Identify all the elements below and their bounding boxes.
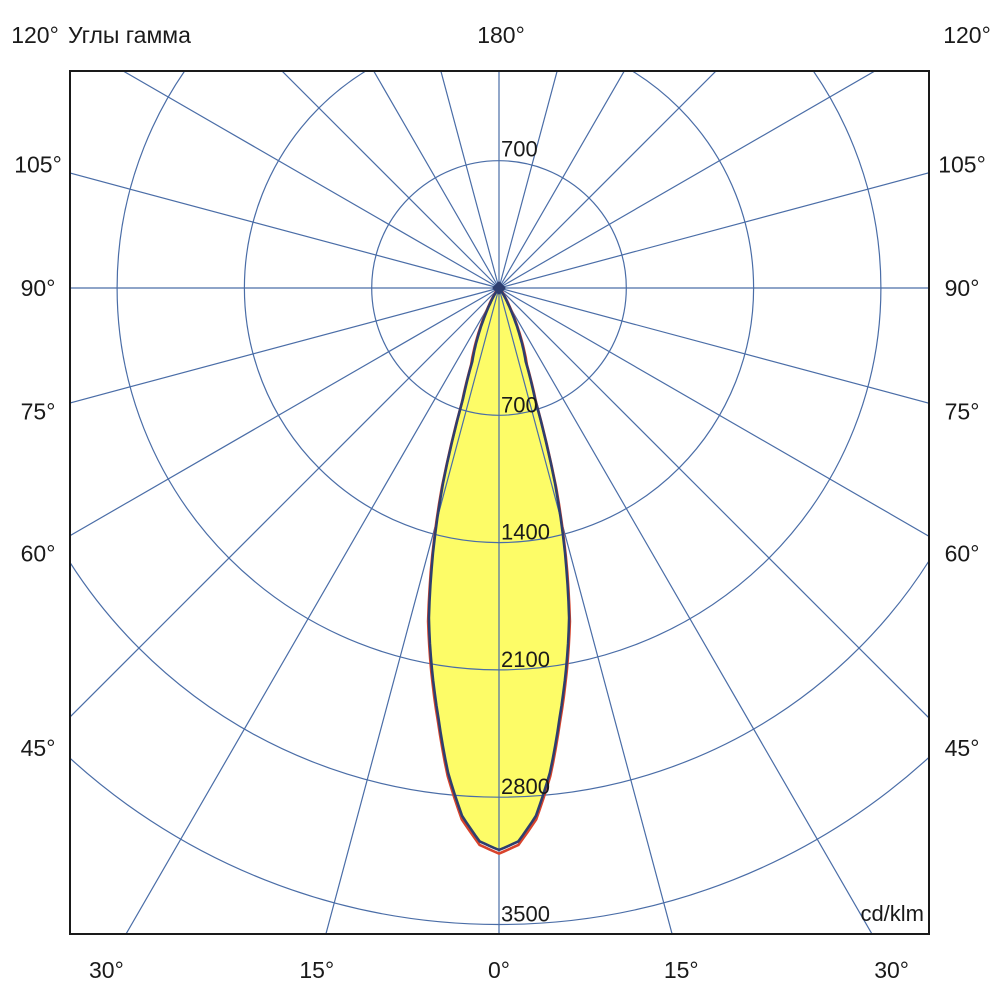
ring-value-label: 700 bbox=[501, 392, 538, 417]
ring-value-label: 1400 bbox=[501, 520, 550, 545]
unit-label: cd/klm bbox=[860, 901, 924, 926]
grid-radial-line bbox=[70, 287, 500, 537]
angle-label-bottom: 15° bbox=[299, 957, 334, 983]
angle-label-right: 105° bbox=[938, 152, 986, 178]
grid-radial-line bbox=[498, 172, 929, 289]
grid-radial-line bbox=[281, 71, 500, 289]
angle-label-left: 90° bbox=[21, 275, 56, 301]
grid-radial-line bbox=[498, 287, 673, 934]
angle-label-left: 75° bbox=[21, 398, 56, 424]
angle-label-top-center: 180° bbox=[477, 22, 525, 48]
grid-radial-line bbox=[498, 287, 873, 934]
grid-radial-line bbox=[498, 287, 929, 537]
chart-title: Углы гамма bbox=[68, 22, 191, 48]
grid-radial-line bbox=[498, 71, 558, 289]
grid-radial-line bbox=[440, 71, 500, 289]
angle-label-bottom: 30° bbox=[874, 957, 909, 983]
ring-value-label-top: 700 bbox=[501, 137, 538, 162]
angle-label-right: 75° bbox=[945, 398, 980, 424]
curve-c90-c270 bbox=[427, 286, 571, 852]
angle-label-bottom: 15° bbox=[664, 957, 699, 983]
grid-radial-line bbox=[70, 287, 500, 718]
angle-label-top-left: 120° bbox=[11, 22, 59, 48]
grid-radial-line bbox=[498, 287, 929, 404]
ring-value-label: 2800 bbox=[501, 774, 550, 799]
grid-radial-line bbox=[125, 287, 500, 934]
angle-label-right: 60° bbox=[945, 541, 980, 567]
ring-value-label: 3500 bbox=[501, 902, 550, 927]
ring-value-label: 2100 bbox=[501, 647, 550, 672]
angle-label-bottom: 30° bbox=[89, 957, 124, 983]
angle-label-right: 90° bbox=[945, 275, 980, 301]
grid-radial-line bbox=[373, 71, 500, 289]
grid-radial-line bbox=[325, 287, 500, 934]
grid-radial-line bbox=[498, 71, 877, 289]
grid-radial-line bbox=[498, 71, 717, 289]
grid-radial-line bbox=[498, 71, 625, 289]
grid-radial-line bbox=[498, 287, 929, 719]
angle-label-bottom: 0° bbox=[488, 957, 510, 983]
grid-radial-line bbox=[121, 71, 500, 289]
grid-radial-line bbox=[70, 172, 500, 289]
angle-label-left: 60° bbox=[21, 541, 56, 567]
angle-label-right: 45° bbox=[945, 735, 980, 761]
center-marker bbox=[492, 281, 506, 295]
angle-label-left: 105° bbox=[14, 152, 62, 178]
plot-frame bbox=[69, 70, 930, 935]
grid-radial-line bbox=[70, 287, 500, 404]
angle-label-left: 45° bbox=[21, 735, 56, 761]
angle-label-top-right: 120° bbox=[943, 22, 991, 48]
